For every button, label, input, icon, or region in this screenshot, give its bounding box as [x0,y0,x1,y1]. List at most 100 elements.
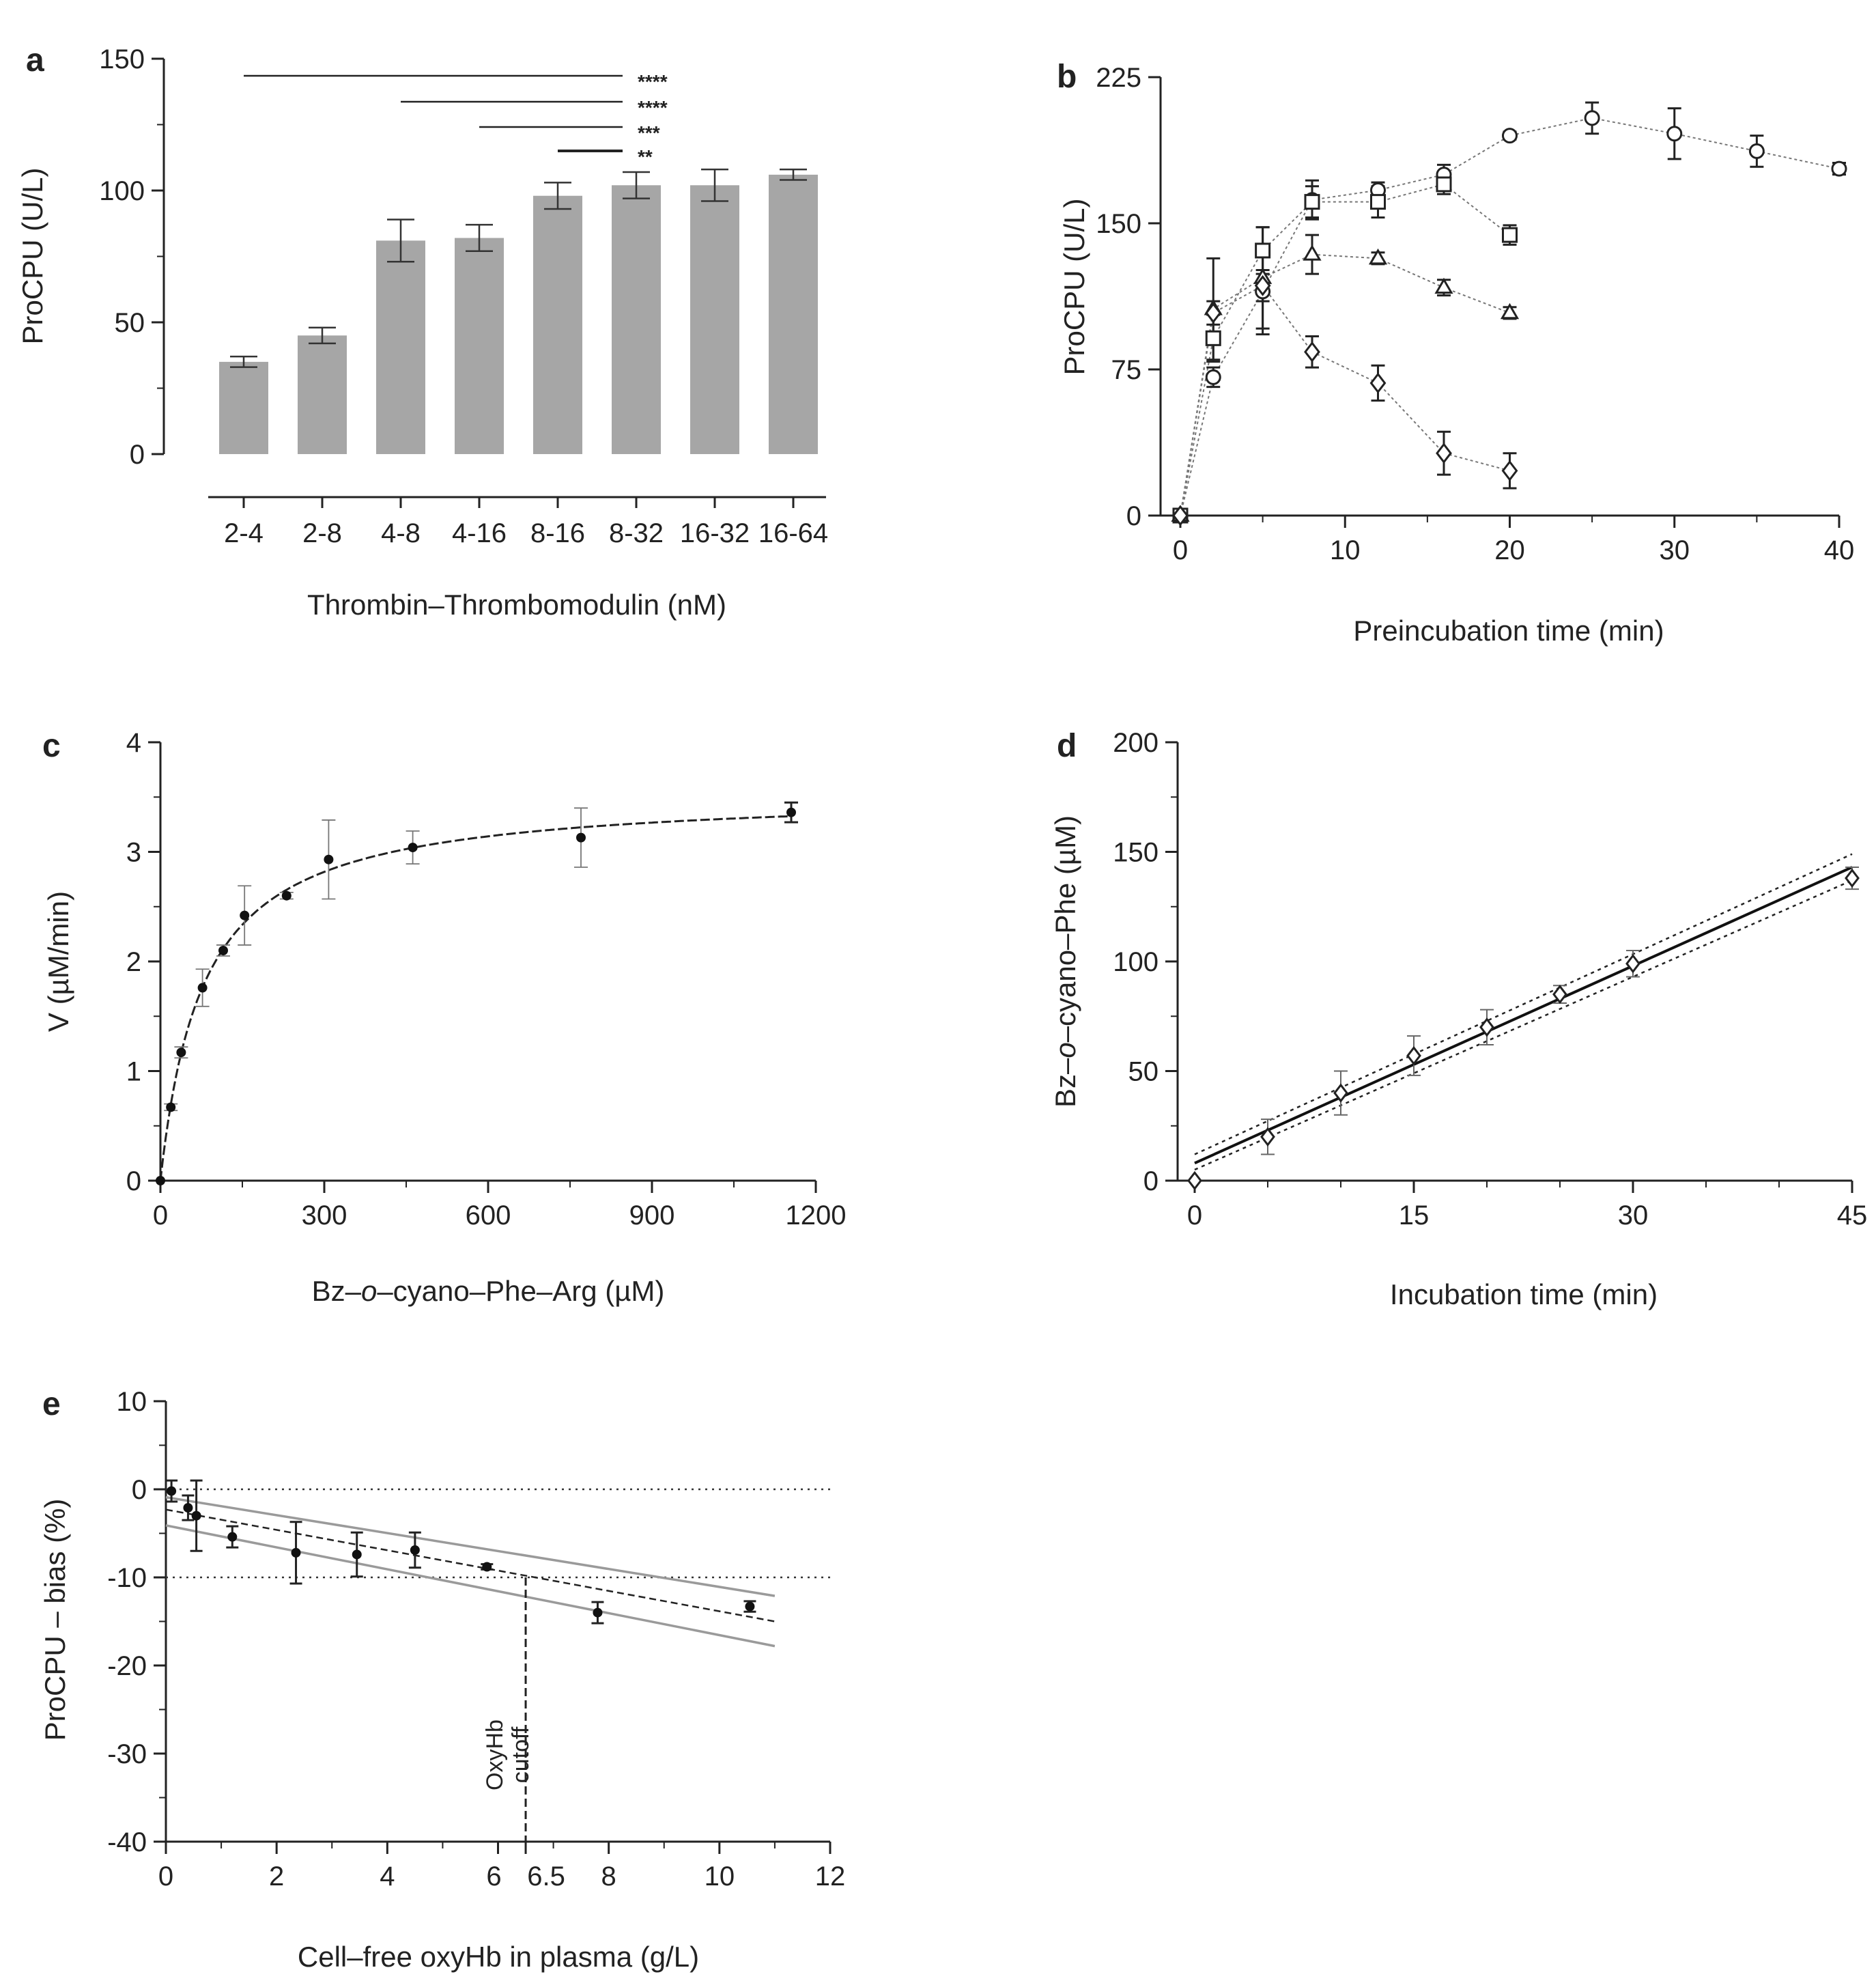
b-y-tick-label: 150 [1096,209,1141,239]
d-ci-lower [1194,880,1853,1171]
e-cutoff-label-line1: OxyHb [482,1719,508,1790]
e-x-tick-label: 8 [601,1861,616,1891]
e-y-tick-label: 0 [132,1475,147,1505]
a-significance-stars: **** [638,97,668,118]
chart-b: 0 75 150 225 0 10 20 30 40 Preincubation time (mi… [1058,63,1854,647]
d-point [1552,984,1567,1004]
c-fit-curve [159,815,792,1181]
b-point-circle [1748,143,1765,159]
d-x-axis-title: Incubation time (min) [1390,1278,1658,1310]
chart-e: 10 0 -10 -20 -30 -40 0 2 4 6 6.5 8 10 12 Cell–free oxy… [39,1387,845,1973]
b-point-diamond [1304,341,1320,363]
b-point-square [1370,194,1386,210]
panel-label-c: c [42,728,61,764]
b-point-diamond [1172,505,1189,526]
d-y-tick-label: 0 [1143,1166,1159,1196]
d-y-tick-label: 100 [1113,947,1159,977]
c-y-axis-title: V (µM/min) [42,891,74,1032]
e-x-tick-label: 12 [815,1861,846,1891]
b-y-axis-title: ProCPU (U/L) [1058,198,1090,375]
a-x-axis-title: Thrombin–Thrombomodulin (nM) [307,589,726,621]
e-y-axis-title: ProCPU – bias (%) [39,1499,71,1741]
e-point [593,1607,603,1618]
a-y-tick-label: 150 [99,44,145,74]
c-point [408,843,418,853]
e-y-tick-label: 10 [117,1387,147,1417]
c-point [240,910,250,920]
e-x-tick-label: 6.5 [527,1861,565,1891]
d-point [1187,1170,1202,1191]
a-x-tick-label: 8-16 [530,518,585,548]
c-point [166,1102,176,1112]
a-x-tick-label: 16-64 [758,518,828,548]
e-y-tick-label: -20 [107,1651,147,1681]
c-x-axis-title-part: o [361,1275,377,1307]
b-point-diamond [1501,460,1518,481]
a-bar [298,335,347,454]
e-x-tick-label: 4 [380,1861,395,1891]
c-y-tick-label: 3 [126,838,141,868]
e-ci-upper [165,1495,776,1597]
chart-c: 0 1 2 3 4 0 300 600 900 1200 Bz–o–cyano–Phe–Arg (µ… [42,728,846,1307]
d-point [1333,1083,1348,1103]
c-point [218,945,228,955]
a-bar [219,361,268,454]
d-y-tick-label: 150 [1113,838,1159,868]
e-x-tick-label: 10 [705,1861,735,1891]
e-point [745,1601,755,1612]
b-point-diamond [1436,442,1452,464]
d-fit-line [1194,866,1853,1165]
a-bar [612,185,661,454]
d-point [1625,954,1640,974]
a-bar [455,238,504,454]
a-significance-stars: *** [638,122,660,143]
chart-a: 0 50 100 150 2-4 2-8 4-8 4-16 8-16 8-32 16-32 16-64… [16,44,828,621]
c-point [324,854,334,864]
c-point [197,983,208,993]
a-x-tick-label: 2-8 [302,518,342,548]
a-x-tick-label: 4-16 [452,518,507,548]
d-point [1479,1017,1494,1037]
b-point-square [1502,227,1518,243]
b-x-tick-label: 0 [1173,535,1188,565]
panel-label-a: a [26,42,44,79]
c-point [786,807,796,817]
d-x-tick-label: 15 [1399,1200,1430,1230]
b-point-circle [1666,126,1683,142]
a-bar [533,195,582,454]
e-ci-lower [165,1524,776,1648]
b-point-circle [1584,110,1600,126]
a-bar [376,240,425,454]
c-x-tick-label: 300 [302,1200,347,1230]
b-x-tick-label: 40 [1824,535,1855,565]
c-y-tick-label: 4 [126,728,141,758]
e-point [183,1503,193,1513]
a-significance-stars: **** [638,71,668,92]
a-x-tick-label: 8-32 [609,518,664,548]
panel-label-b: b [1057,59,1077,95]
c-point [576,832,586,843]
c-point [156,1176,165,1185]
c-point [176,1047,186,1058]
e-x-tick-label: 0 [158,1861,173,1891]
e-point [482,1562,492,1572]
a-bar [769,174,818,454]
b-point-circle [1502,128,1518,144]
a-significance-stars: ** [638,146,653,167]
d-point [1406,1045,1421,1066]
b-point-diamond [1369,372,1387,394]
panel-label-d: d [1057,728,1077,764]
b-x-tick-label: 10 [1330,535,1361,565]
panel-label-e: e [42,1386,61,1422]
c-x-tick-label: 600 [466,1200,511,1230]
b-point-triangle [1500,303,1520,320]
d-y-axis-title-part: o [1049,1042,1081,1058]
c-x-tick-label: 900 [629,1200,675,1230]
e-y-tick-label: -30 [107,1739,147,1769]
d-y-axis-title-part: –cyano–Phe (µM) [1049,815,1081,1042]
b-x-tick-label: 20 [1494,535,1525,565]
b-point-diamond [1205,302,1222,324]
e-x-tick-label: 6 [486,1861,501,1891]
b-series-line-square [1180,183,1511,516]
